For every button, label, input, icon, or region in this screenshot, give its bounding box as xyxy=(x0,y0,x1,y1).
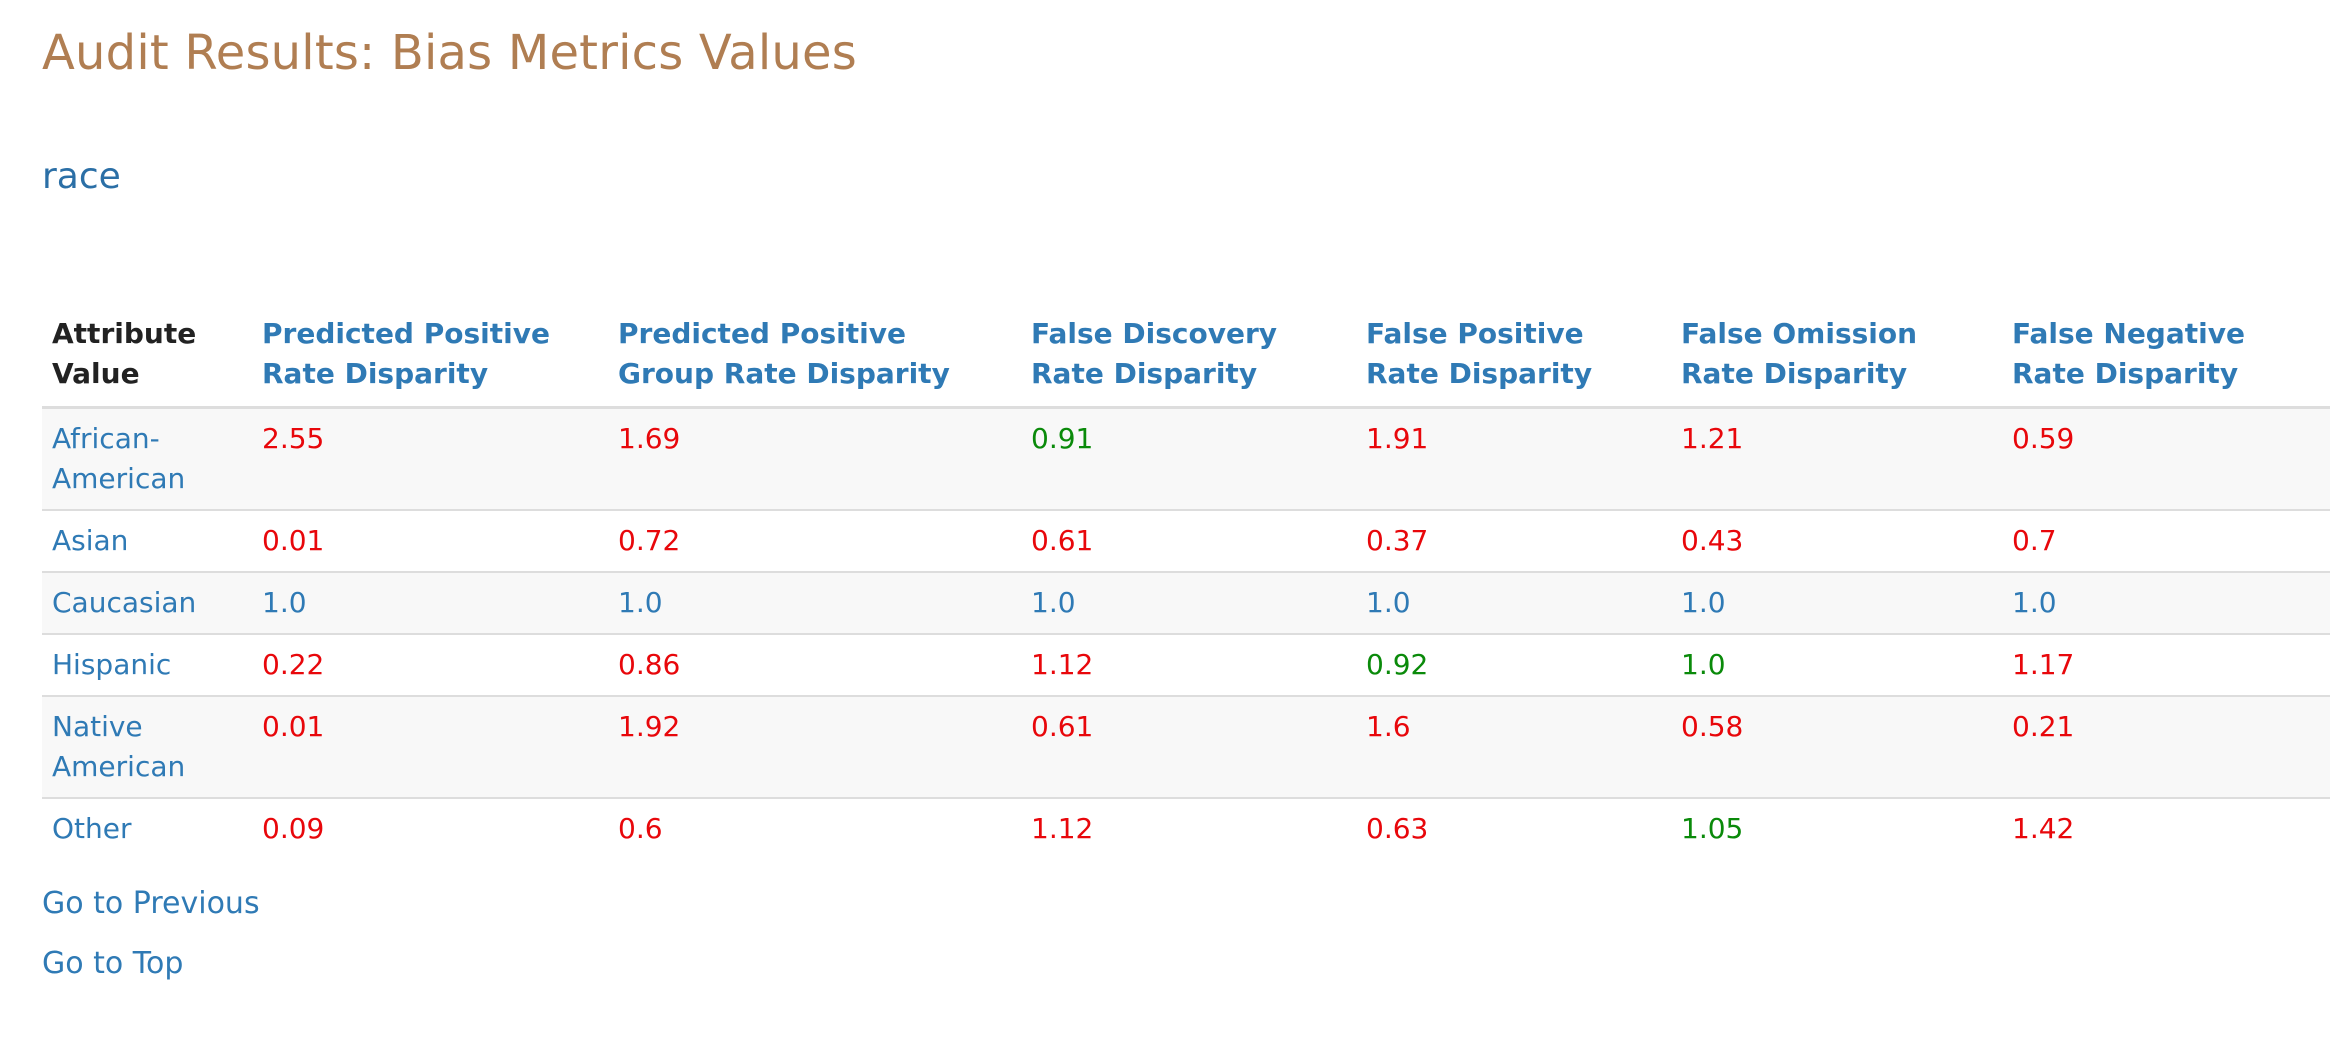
column-header-false-discovery-rate-disparity[interactable]: False Discovery Rate Disparity xyxy=(1021,302,1356,409)
metric-value-cell: 0.7 xyxy=(2002,509,2330,572)
metric-value-cell: 1.12 xyxy=(1021,797,1356,859)
attribute-value-cell[interactable]: Caucasian xyxy=(42,571,252,634)
metric-value-cell: 0.63 xyxy=(1356,797,1671,859)
column-header-false-negative-rate-disparity[interactable]: False Negative Rate Disparity xyxy=(2002,302,2330,409)
go-to-previous-link[interactable]: Go to Previous xyxy=(42,886,260,921)
metric-value-cell: 1.0 xyxy=(1356,571,1671,634)
metric-value-cell: 1.69 xyxy=(618,422,681,455)
metric-value-cell: 0.01 xyxy=(252,509,608,572)
metric-value-cell: 1.0 xyxy=(1671,571,2002,634)
metric-value-cell: 1.17 xyxy=(2002,633,2330,696)
metric-value-cell: 1.6 xyxy=(1356,695,1671,798)
table-row: Native American 0.01 1.92 0.61 1.6 0.58 … xyxy=(42,695,2330,798)
metric-value-cell: 1.21 xyxy=(1681,422,1744,455)
go-to-top-link[interactable]: Go to Top xyxy=(42,946,184,981)
metric-value-cell: 0.6 xyxy=(608,797,1021,859)
metric-value-cell: 0.43 xyxy=(1671,509,2002,572)
metric-value-cell: 1.0 xyxy=(1671,633,2002,696)
bias-metrics-table: Attribute Value Predicted Positive Rate … xyxy=(42,302,2330,859)
metric-value-cell: 1.92 xyxy=(608,695,1021,798)
attribute-value-cell[interactable]: African-American xyxy=(52,422,186,495)
metric-value-cell: 0.61 xyxy=(1021,695,1356,798)
page-title: Audit Results: Bias Metrics Values xyxy=(42,25,857,81)
metric-value-cell: 0.59 xyxy=(2012,422,2075,455)
table-row: Caucasian 1.0 1.0 1.0 1.0 1.0 1.0 xyxy=(42,571,2330,634)
metric-value-cell: 0.01 xyxy=(252,695,608,798)
attribute-value-cell[interactable]: Native American xyxy=(42,695,252,798)
metric-value-cell: 1.91 xyxy=(1366,422,1429,455)
metric-value-cell: 0.58 xyxy=(1671,695,2002,798)
attribute-value-cell[interactable]: Other xyxy=(42,797,252,859)
metric-value-cell: 0.92 xyxy=(1356,633,1671,696)
table-row: Hispanic 0.22 0.86 1.12 0.92 1.0 1.17 xyxy=(42,633,2330,696)
metric-value-cell: 0.21 xyxy=(2002,695,2330,798)
metric-value-cell: 1.12 xyxy=(1021,633,1356,696)
attribute-value-cell[interactable]: Hispanic xyxy=(42,633,252,696)
metric-value-cell: 1.42 xyxy=(2002,797,2330,859)
table-row: African-American 2.55 1.69 0.91 1.91 1.2… xyxy=(42,407,2330,510)
column-header-attribute-value: Attribute Value xyxy=(42,302,252,409)
metric-value-cell: 1.0 xyxy=(252,571,608,634)
metric-value-cell: 1.0 xyxy=(1021,571,1356,634)
table-row: Other 0.09 0.6 1.12 0.63 1.05 1.42 xyxy=(42,797,2330,859)
metric-value-cell: 0.86 xyxy=(608,633,1021,696)
column-header-predicted-positive-group-rate-disparity[interactable]: Predicted Positive Group Rate Disparity xyxy=(608,302,1021,409)
metric-value-cell: 0.61 xyxy=(1021,509,1356,572)
audit-page: Audit Results: Bias Metrics Values race … xyxy=(42,20,2330,981)
metric-value-cell: 1.0 xyxy=(2002,571,2330,634)
metric-value-cell: 1.05 xyxy=(1671,797,2002,859)
metric-value-cell: 2.55 xyxy=(262,422,325,455)
section-heading-race: race xyxy=(42,156,121,197)
metric-value-cell: 0.22 xyxy=(252,633,608,696)
table-header-row: Attribute Value Predicted Positive Rate … xyxy=(42,302,2330,409)
column-header-predicted-positive-rate-disparity[interactable]: Predicted Positive Rate Disparity xyxy=(252,302,608,409)
metric-value-cell: 0.09 xyxy=(252,797,608,859)
attribute-value-cell[interactable]: Asian xyxy=(42,509,252,572)
metric-value-cell: 0.91 xyxy=(1031,422,1094,455)
metric-value-cell: 1.0 xyxy=(608,571,1021,634)
page-navigation-links: Go to Previous Go to Top xyxy=(42,884,260,1004)
column-header-false-positive-rate-disparity[interactable]: False Positive Rate Disparity xyxy=(1356,302,1671,409)
metric-value-cell: 0.72 xyxy=(608,509,1021,572)
metric-value-cell: 0.37 xyxy=(1356,509,1671,572)
column-header-false-omission-rate-disparity[interactable]: False Omission Rate Disparity xyxy=(1671,302,2002,409)
table-row: Asian 0.01 0.72 0.61 0.37 0.43 0.7 xyxy=(42,509,2330,572)
